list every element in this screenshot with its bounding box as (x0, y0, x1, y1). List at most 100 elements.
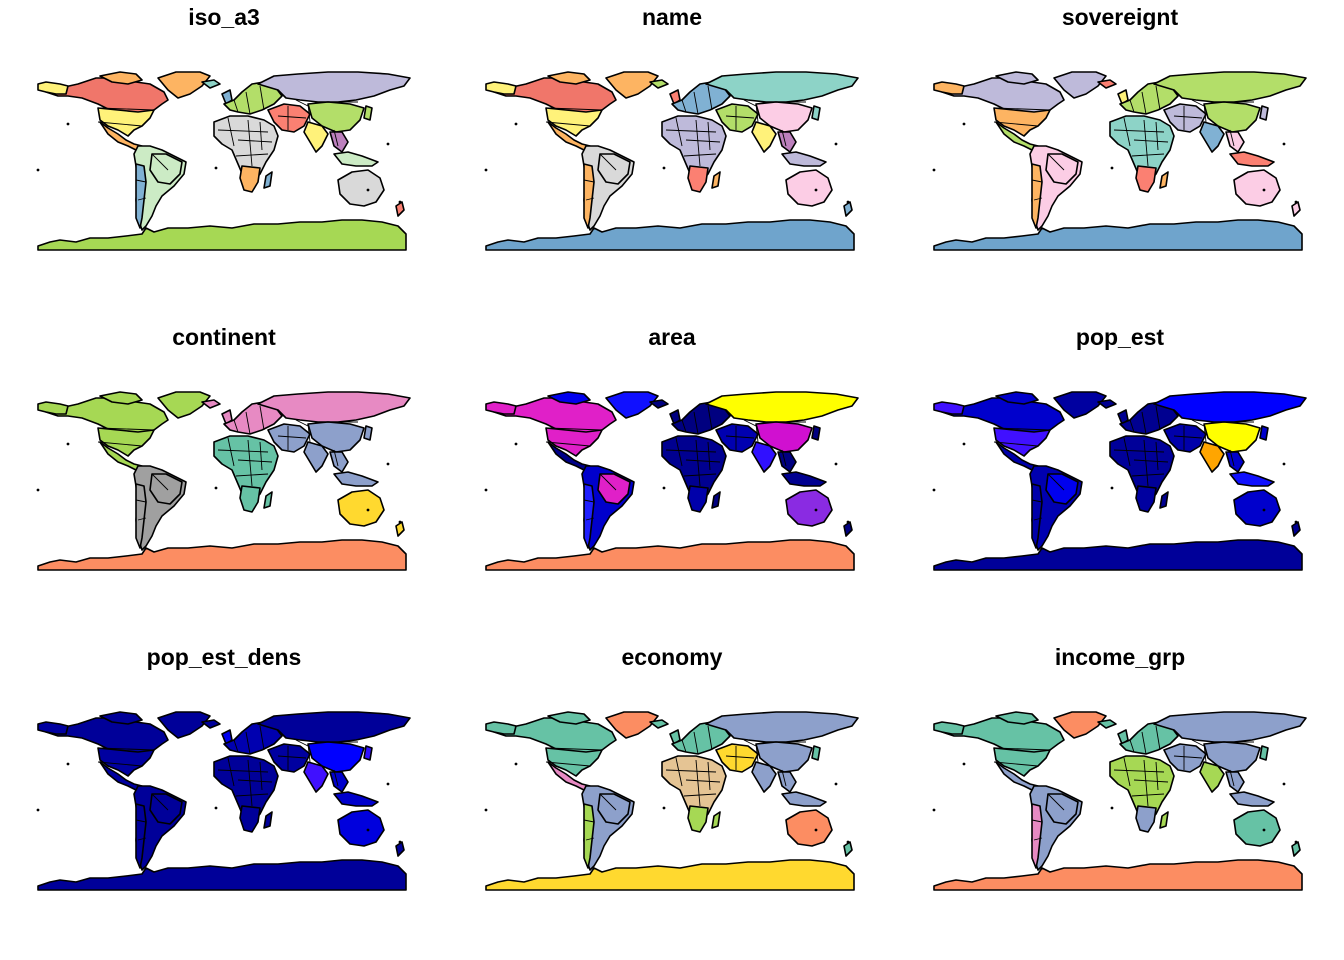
country-border (685, 139, 721, 143)
country-border (583, 499, 595, 503)
region-russia (1153, 711, 1307, 743)
island-dot (846, 520, 850, 524)
island-dot (1282, 142, 1286, 146)
country-border (665, 449, 717, 453)
island-dot (1282, 462, 1286, 466)
country-border (1143, 439, 1149, 487)
region-andes (135, 163, 147, 229)
country-border (707, 725, 713, 751)
region-antarctica (37, 219, 407, 251)
country-border (277, 755, 307, 759)
island-dot (66, 762, 70, 766)
country-border (233, 739, 239, 753)
country-border (217, 449, 269, 453)
country-border (599, 473, 617, 491)
country-border (1113, 769, 1165, 773)
region-se-asia (777, 451, 797, 473)
region-middle-east (1163, 743, 1207, 773)
region-russia (257, 391, 411, 423)
country-border (151, 473, 169, 491)
region-middle-east (267, 743, 311, 773)
country-border (237, 139, 273, 143)
region-nz (843, 521, 853, 537)
country-border (995, 747, 1051, 751)
country-border (217, 129, 269, 133)
region-iceland (201, 719, 221, 729)
country-border (307, 743, 311, 763)
region-andes (583, 803, 595, 869)
region-greenland (605, 71, 659, 99)
island-dot (66, 122, 70, 126)
country-border (755, 103, 759, 123)
region-antarctica (933, 859, 1303, 891)
country-border (993, 441, 1039, 447)
island-dot (36, 168, 40, 172)
region-india (1199, 121, 1225, 153)
country-border (237, 459, 273, 463)
country-border (781, 769, 787, 787)
country-border (307, 103, 311, 123)
country-border (685, 779, 721, 783)
country-border (1203, 103, 1207, 123)
island-dot (1262, 828, 1266, 832)
island-dot (1294, 840, 1298, 844)
country-border (99, 747, 155, 751)
island-dot (962, 442, 966, 446)
region-north-america (45, 397, 169, 435)
region-iceland (201, 399, 221, 409)
region-africa-south (1135, 805, 1157, 833)
region-andes (135, 803, 147, 869)
map-panel-pop-est: pop_est (896, 320, 1344, 640)
region-middle-east (267, 103, 311, 133)
region-russia (1153, 71, 1307, 103)
country-border (1155, 441, 1159, 471)
region-africa (213, 755, 279, 823)
country-border (725, 755, 755, 759)
region-africa (213, 115, 279, 183)
country-border (295, 419, 309, 427)
region-indonesia (333, 151, 379, 167)
region-north-america (45, 77, 169, 115)
country-border (1031, 499, 1043, 503)
island-dot (814, 828, 818, 832)
region-africa (1109, 115, 1175, 183)
country-border (1155, 761, 1159, 791)
island-dot (398, 520, 402, 524)
country-border (1047, 153, 1065, 171)
island-dot (662, 806, 666, 810)
region-usa (97, 107, 155, 137)
region-madagascar (1159, 491, 1169, 509)
region-japan (811, 105, 821, 121)
panel-title: pop_est (1075, 324, 1165, 350)
region-nz (395, 521, 405, 537)
country-border (585, 517, 595, 521)
country-border (583, 819, 595, 823)
country-border (1143, 119, 1149, 167)
country-border (235, 153, 269, 157)
country-border (1113, 129, 1165, 133)
country-border (1203, 423, 1207, 443)
region-nz (1291, 841, 1301, 857)
region-africa (213, 435, 279, 503)
region-canada-arctic (995, 711, 1039, 725)
country-border (1229, 769, 1235, 787)
region-africa (661, 755, 727, 823)
region-andes (135, 483, 147, 549)
country-border (599, 793, 617, 811)
country-border (1123, 437, 1131, 467)
region-north-america (941, 717, 1065, 755)
country-border (1129, 99, 1135, 113)
country-border (1133, 779, 1169, 783)
region-andes (583, 483, 595, 549)
country-border (1155, 85, 1161, 111)
country-border (599, 153, 617, 171)
country-border (665, 769, 717, 773)
country-border (1047, 473, 1065, 491)
island-dot (36, 808, 40, 812)
region-usa (545, 107, 603, 137)
country-border (1133, 139, 1169, 143)
country-border (135, 819, 147, 823)
country-border (135, 179, 147, 183)
island-dot (36, 488, 40, 492)
